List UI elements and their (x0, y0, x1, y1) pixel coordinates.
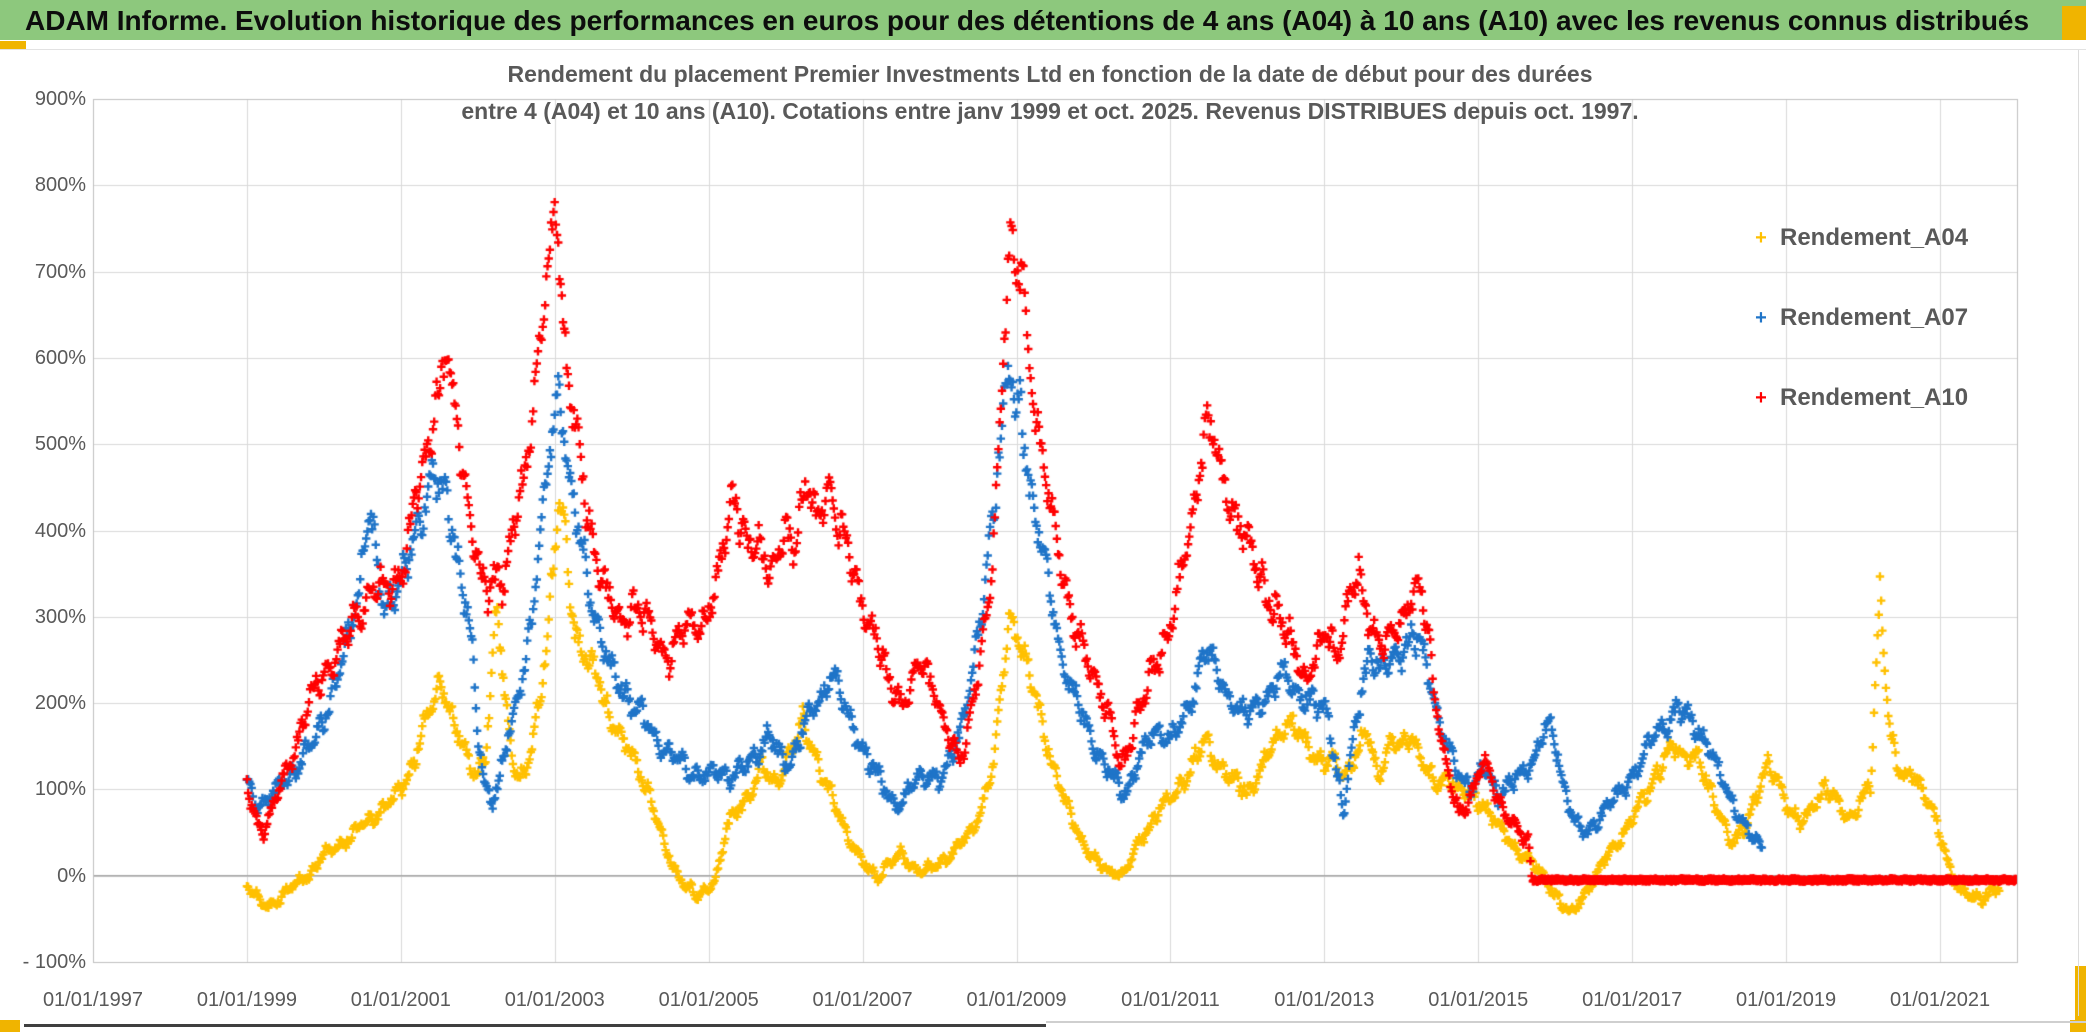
legend-item-label: Rendement_A10 (1780, 384, 1969, 411)
x-axis-label: 01/01/2001 (350, 989, 451, 1011)
plus-marker-icon: + (1755, 227, 1767, 249)
y-axis-label: 0% (57, 864, 86, 887)
y-axis-label: 800% (34, 174, 86, 197)
x-axis-label: 01/01/1999 (196, 989, 297, 1011)
y-axis-label: 900% (34, 88, 86, 110)
chart-title-line1: Rendement du placement Premier Investmen… (507, 61, 1593, 87)
gold-accent-bottom-right (2070, 1020, 2086, 1032)
y-axis-label: - 100% (22, 951, 86, 973)
window-edge-bottom-light (1046, 1021, 2086, 1023)
header-title: ADAM Informe. Evolution historique des p… (25, 5, 2030, 36)
x-axis-label: 01/01/2019 (1736, 989, 1837, 1011)
legend-item-a04: + Rendement_A04 (1748, 198, 2048, 278)
legend-item-label: Rendement_A07 (1780, 304, 1969, 331)
plus-marker-icon: + (1755, 307, 1767, 329)
x-axis-label: 01/01/1997 (42, 989, 144, 1011)
y-axis-label: 300% (34, 605, 86, 628)
y-axis-label: 700% (34, 260, 86, 283)
window-edge-top (0, 49, 2086, 50)
legend-item-label: Rendement_A04 (1780, 224, 1969, 251)
x-axis-label: 01/01/2021 (1889, 989, 1991, 1011)
legend-item-a10: + Rendement_A10 (1748, 358, 2048, 438)
gold-accent-top-left (0, 41, 26, 49)
window-edge-bottom-dark (24, 1024, 1046, 1027)
gold-accent-header-right (2062, 6, 2086, 40)
gold-accent-right-bar (2075, 966, 2086, 1024)
y-axis-label: 200% (34, 692, 86, 715)
y-axis-label: 100% (34, 778, 86, 801)
x-axis-label: 01/01/2015 (1428, 989, 1529, 1011)
x-axis-label: 01/01/2007 (812, 989, 913, 1011)
y-axis-label: 600% (34, 346, 86, 369)
x-axis-label: 01/01/2017 (1582, 989, 1683, 1011)
x-axis-label: 01/01/2013 (1274, 989, 1375, 1011)
legend-item-a07: + Rendement_A07 (1748, 278, 2048, 358)
plus-marker-icon: + (1755, 387, 1767, 409)
chart-title-line2: entre 4 (A04) et 10 ans (A10). Cotations… (461, 98, 1639, 124)
gold-accent-bottom-left (0, 1020, 20, 1032)
y-axis-label: 500% (34, 433, 86, 456)
y-axis-label: 400% (34, 519, 86, 542)
x-axis-label: 01/01/2005 (658, 989, 759, 1011)
window-edge-right (2078, 50, 2079, 1016)
chart-legend: + Rendement_A04 + Rendement_A07 + Rendem… (1748, 198, 2048, 438)
x-axis-label: 01/01/2011 (1121, 989, 1220, 1011)
x-axis-label: 01/01/2003 (504, 989, 605, 1011)
x-axis-label: 01/01/2009 (966, 989, 1067, 1011)
header-bar: ADAM Informe. Evolution historique des p… (0, 0, 2086, 40)
